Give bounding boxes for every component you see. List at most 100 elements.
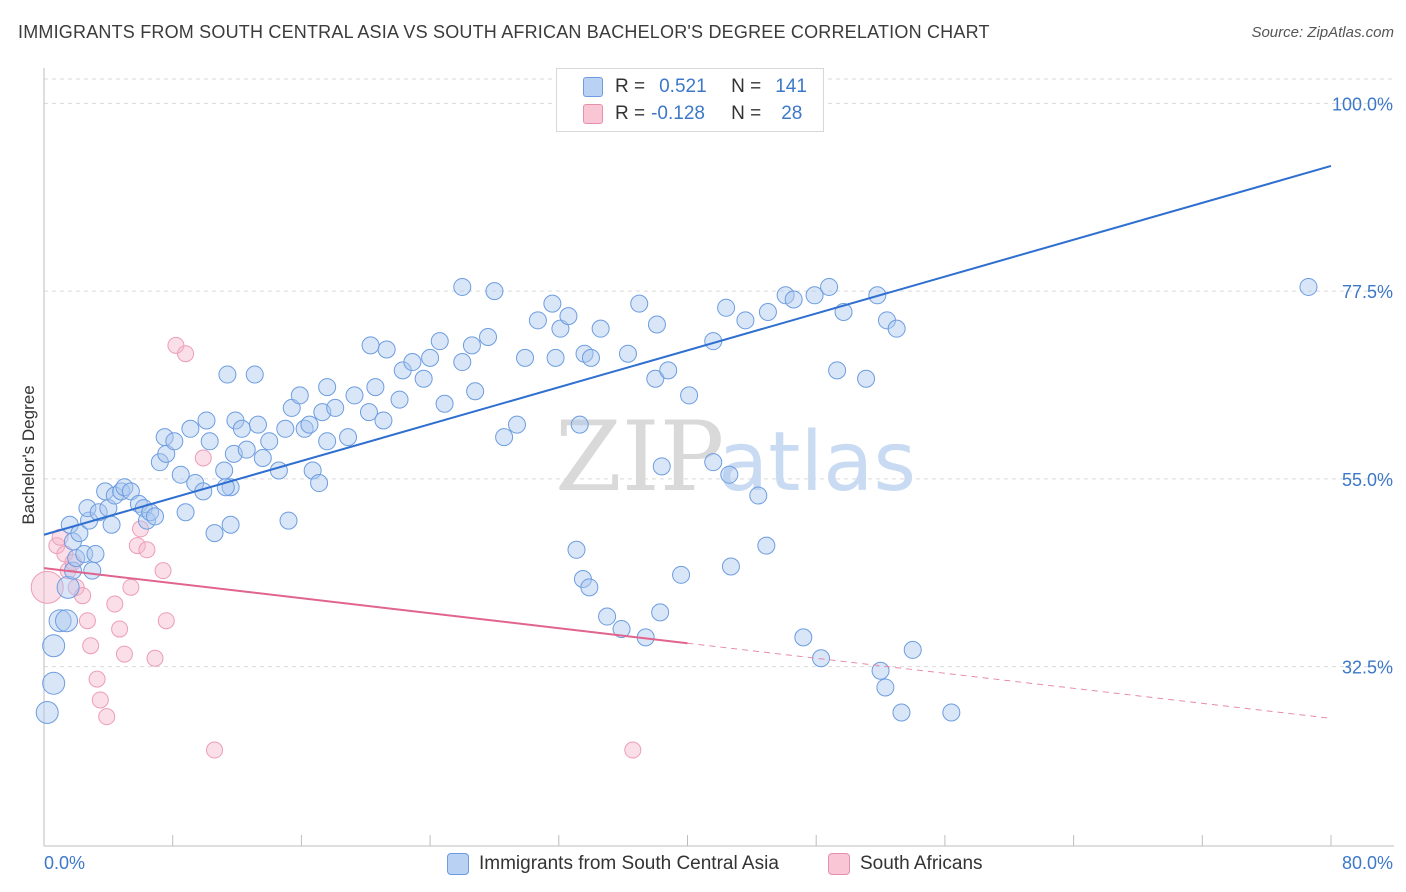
legend-r-value: 0.521 (659, 76, 707, 97)
data-point-immigrants (485, 282, 504, 301)
data-point-immigrants (276, 419, 295, 438)
data-point-immigrants (96, 482, 115, 501)
legend-r-label: R = (615, 76, 646, 97)
data-point-immigrants (546, 348, 565, 367)
data-point-immigrants (876, 678, 895, 697)
data-point-immigrants (672, 565, 691, 584)
data-point-immigrants (366, 378, 385, 397)
data-point-south-africans (624, 741, 642, 759)
data-point-immigrants (720, 465, 739, 484)
data-point-immigrants (253, 449, 272, 467)
legend-n-label: N = (731, 103, 762, 124)
data-point-immigrants (820, 277, 839, 296)
data-point-immigrants (48, 609, 72, 633)
data-point-immigrants (942, 703, 961, 722)
legend-n-label: N = (731, 76, 762, 97)
data-point-south-africans (30, 570, 64, 604)
data-point-immigrants (326, 398, 345, 417)
data-point-immigrants (361, 336, 380, 355)
data-point-immigrants (528, 311, 547, 330)
data-point-immigrants (516, 348, 535, 367)
data-point-south-africans (98, 708, 116, 726)
data-point-immigrants (630, 294, 649, 313)
legend-r-label: R = (615, 103, 646, 124)
data-point-immigrants (479, 328, 498, 347)
data-point-south-africans (82, 637, 100, 655)
axes (43, 68, 1394, 847)
data-point-immigrants (269, 461, 288, 480)
data-point-south-africans (78, 612, 96, 630)
data-point-immigrants (680, 386, 699, 405)
tick-labels: 32.5% 55.0% 77.5% 100.0% 0.0% 80.0% (44, 94, 1393, 873)
watermark: ZIP atlas (555, 401, 916, 513)
data-point-immigrants (290, 386, 309, 405)
legend: R = 0.521 N = 141 R = -0.128 N = 28 (556, 68, 824, 132)
data-point-immigrants (414, 369, 433, 388)
bottom-legend-pink: South Africans (828, 851, 983, 877)
trend-line-south-africans (43, 567, 688, 645)
data-point-immigrants (374, 411, 393, 430)
legend-row-pink: R = -0.128 N = 28 (583, 102, 802, 126)
x-tick-label: 0.0% (44, 853, 85, 873)
data-point-immigrants (421, 348, 440, 367)
data-point-immigrants (466, 382, 485, 401)
x-tick-label: 80.0% (1342, 853, 1393, 873)
watermark-zip: ZIP (555, 401, 724, 513)
data-point-immigrants (903, 640, 922, 659)
data-point-immigrants (453, 353, 472, 372)
data-point-immigrants (42, 634, 66, 658)
data-point-immigrants (651, 603, 670, 622)
data-point-immigrants (102, 515, 121, 534)
data-point-south-africans (122, 578, 140, 596)
data-point-immigrants (721, 557, 740, 576)
bottom-legend-blue: Immigrants from South Central Asia (447, 851, 779, 877)
data-point-immigrants (612, 620, 631, 639)
data-point-immigrants (887, 319, 906, 338)
data-point-immigrants (647, 315, 666, 334)
trend-line-south-africans-extension (687, 642, 1332, 719)
data-point-immigrants (659, 361, 678, 380)
data-point-immigrants (618, 344, 637, 363)
trend-lines (43, 164, 1332, 719)
data-point-immigrants (591, 319, 610, 338)
y-tick-label: 77.5% (1342, 282, 1393, 302)
data-point-immigrants (205, 524, 224, 543)
data-point-immigrants (717, 298, 736, 317)
data-point-immigrants (89, 503, 108, 522)
data-point-immigrants (543, 294, 562, 313)
data-point-immigrants (56, 575, 80, 599)
data-point-immigrants (704, 453, 723, 472)
bottom-legend-label-blue: Immigrants from South Central Asia (479, 853, 779, 874)
data-point-immigrants (758, 302, 777, 321)
data-point-immigrants (146, 507, 165, 526)
bottom-legend-label-pink: South Africans (860, 853, 983, 874)
data-point-south-africans (88, 670, 106, 688)
data-point-immigrants (857, 369, 876, 388)
data-point-immigrants (652, 457, 671, 476)
data-point-immigrants (646, 369, 665, 388)
data-point-immigrants (345, 386, 364, 405)
data-point-immigrants (218, 365, 237, 384)
data-point-south-africans (206, 741, 224, 759)
data-point-immigrants (221, 515, 240, 534)
data-point-immigrants (42, 671, 66, 695)
legend-row-blue: R = 0.521 N = 141 (583, 75, 807, 99)
data-point-immigrants (581, 348, 600, 367)
data-point-immigrants (390, 390, 409, 409)
data-point-immigrants (215, 461, 234, 480)
data-point-south-africans (138, 541, 156, 559)
data-point-immigrants (567, 540, 586, 559)
data-point-immigrants (237, 440, 256, 459)
data-point-immigrants (318, 432, 337, 451)
source-label: Source: ZipAtlas.com (1251, 24, 1394, 41)
data-point-immigrants (339, 428, 358, 447)
data-point-immigrants (570, 415, 589, 434)
data-point-south-africans (106, 595, 124, 613)
trend-line-immigrants (43, 164, 1332, 536)
data-point-immigrants (318, 378, 337, 397)
data-point-immigrants (86, 544, 105, 563)
data-point-immigrants (1299, 277, 1318, 296)
data-point-immigrants (430, 332, 449, 351)
data-point-south-africans (111, 620, 129, 638)
